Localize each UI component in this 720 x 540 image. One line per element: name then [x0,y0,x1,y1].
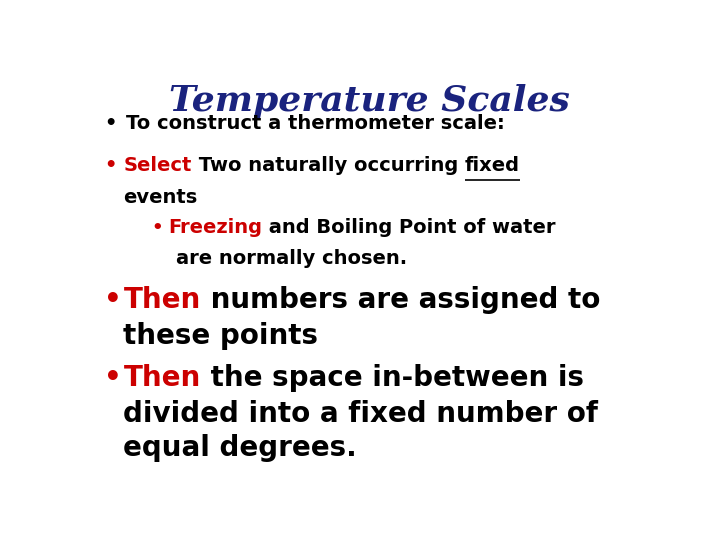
Text: equal degrees.: equal degrees. [124,435,357,462]
Text: •: • [104,286,122,314]
Text: Temperature Scales: Temperature Scales [168,84,570,118]
Text: Then: Then [124,286,201,314]
Text: Then: Then [124,364,201,392]
Text: events: events [124,188,198,207]
Text: •: • [104,364,122,392]
Text: numbers are assigned to: numbers are assigned to [201,286,600,314]
Text: Two naturally occurring: Two naturally occurring [192,156,465,175]
Text: these points: these points [124,322,318,350]
Text: are normally chosen.: are normally chosen. [176,249,408,268]
Text: fixed: fixed [465,156,520,175]
Text: •: • [151,219,163,237]
Text: •: • [104,156,117,175]
Text: Select: Select [124,156,192,175]
Text: •: • [104,114,117,133]
Text: To construct a thermometer scale:: To construct a thermometer scale: [126,114,505,133]
Text: the space in-between is: the space in-between is [201,364,584,392]
Text: divided into a fixed number of: divided into a fixed number of [124,400,598,428]
Text: and Boiling Point of water: and Boiling Point of water [262,218,556,237]
Text: Freezing: Freezing [168,218,262,237]
